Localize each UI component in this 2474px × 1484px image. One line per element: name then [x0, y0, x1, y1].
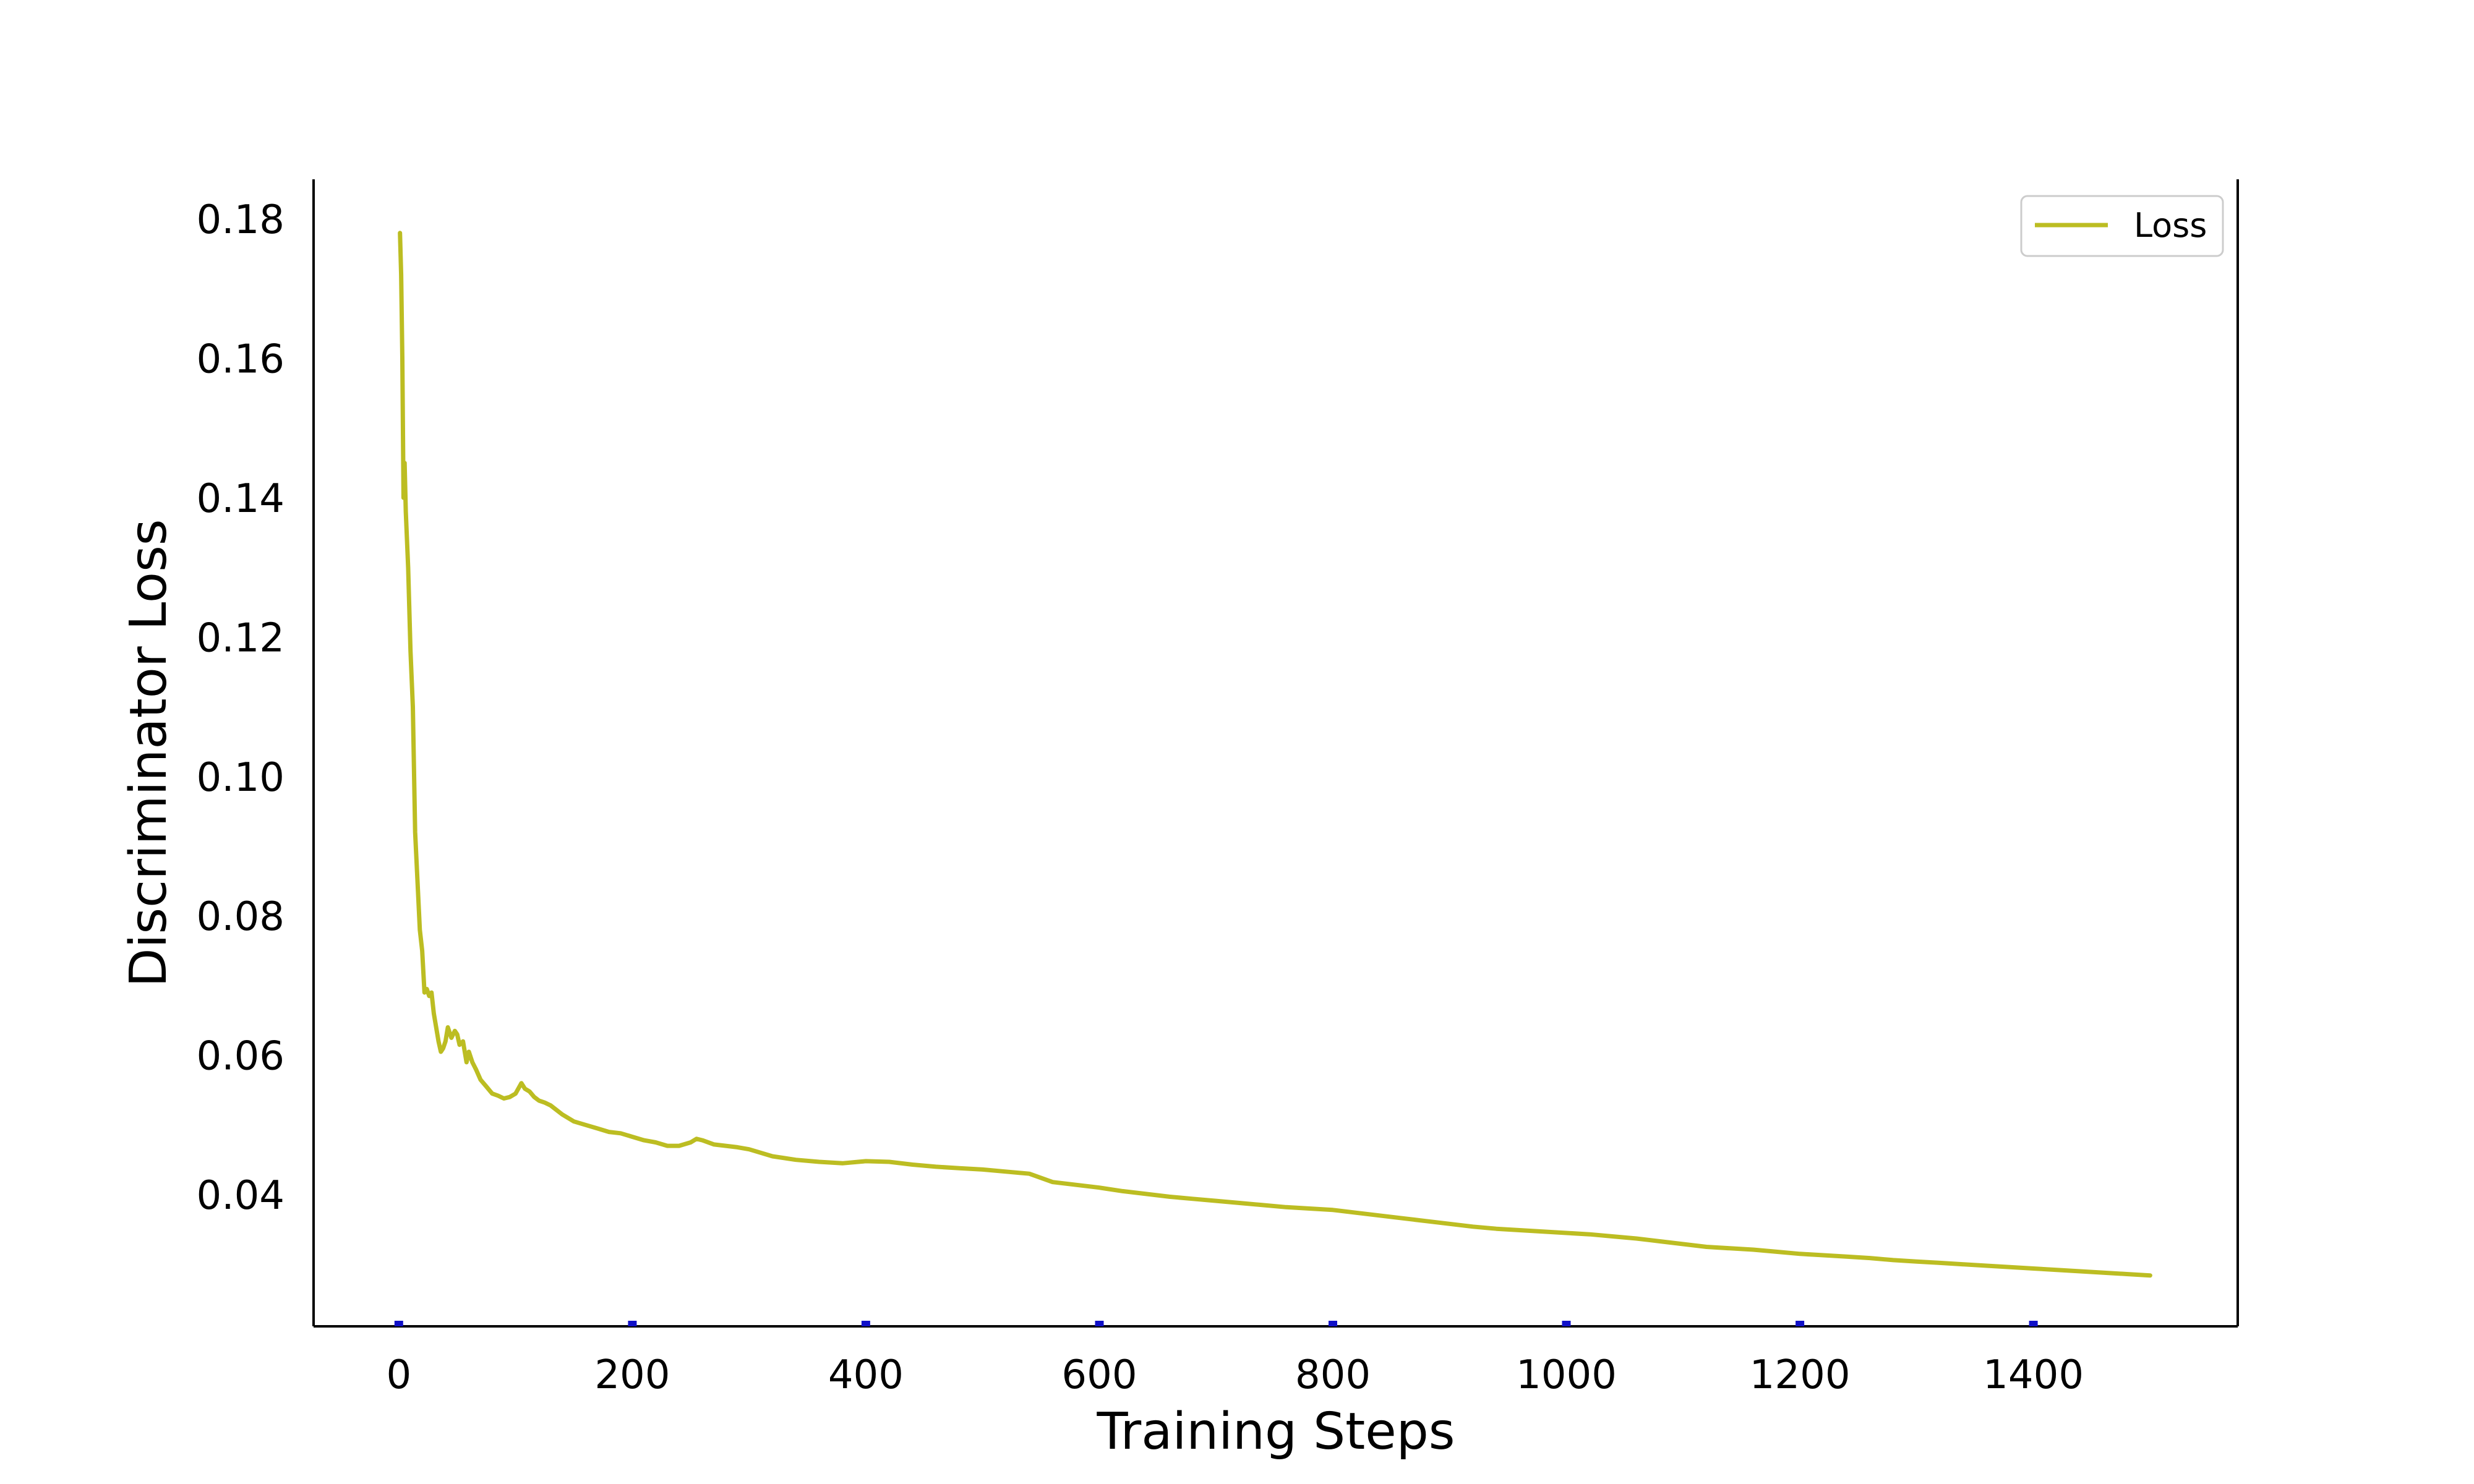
y-tick-label: 0.18 [197, 197, 285, 243]
x-tick-mark [2029, 1321, 2038, 1326]
y-tick-label: 0.14 [197, 476, 285, 522]
x-tick-label: 800 [1295, 1352, 1371, 1398]
y-tick-label: 0.08 [197, 894, 285, 940]
y-tick-label: 0.06 [197, 1034, 285, 1080]
x-tick-label: 1200 [1750, 1352, 1851, 1398]
legend-label-loss: Loss [2134, 206, 2207, 245]
x-tick-label: 600 [1061, 1352, 1137, 1398]
x-tick-mark [1796, 1321, 1805, 1326]
series-line-loss [398, 231, 2152, 1278]
x-tick-mark [394, 1321, 403, 1326]
y-tick-label: 0.16 [197, 337, 285, 383]
y-axis-title: Discriminator Loss [119, 519, 178, 987]
x-tick-label: 200 [594, 1352, 670, 1398]
x-tick-mark [861, 1321, 870, 1326]
x-tick-mark [1562, 1321, 1571, 1326]
y-tick-label: 0.04 [197, 1173, 285, 1219]
x-tick-mark [628, 1321, 637, 1326]
x-axis-title: Training Steps [1096, 1402, 1455, 1461]
y-tick-labels: 0.04 0.06 0.08 0.10 0.12 0.14 0.16 0.18 [197, 197, 285, 1219]
x-tick-labels: 0 200 400 600 800 1000 1200 1400 [386, 1321, 2084, 1398]
x-tick-label: 1400 [1983, 1352, 2084, 1398]
x-tick-label: 400 [828, 1352, 904, 1398]
y-tick-label: 0.10 [197, 755, 285, 801]
x-tick-mark [1095, 1321, 1104, 1326]
x-tick-mark [1329, 1321, 1337, 1326]
legend: Loss [2020, 195, 2224, 257]
x-tick-label: 0 [386, 1352, 411, 1398]
y-tick-label: 0.12 [197, 615, 285, 661]
x-tick-label: 1000 [1516, 1352, 1617, 1398]
legend-box [2020, 195, 2224, 257]
